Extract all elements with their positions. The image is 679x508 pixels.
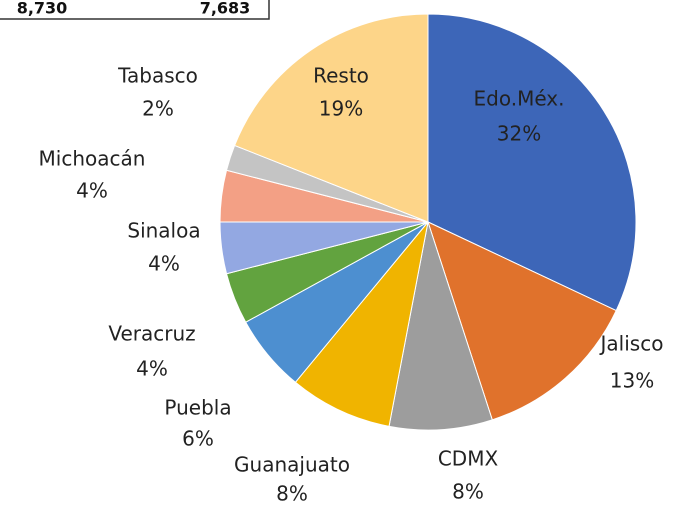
slice-value: 4%: [136, 357, 168, 381]
slice-value: 4%: [148, 252, 180, 276]
slice-label: Resto: [313, 64, 369, 88]
slice-value: 32%: [497, 122, 541, 146]
slice-value: 8%: [276, 482, 308, 506]
pie-slice: [233, 13, 429, 223]
pie-slice: [294, 221, 429, 427]
slice-value: 19%: [319, 97, 363, 121]
pie-slice: [388, 221, 493, 431]
slice-value: 2%: [142, 97, 174, 121]
slice-value: 4%: [76, 179, 108, 203]
table-cell: 7,683: [200, 0, 251, 18]
slice-value: 6%: [182, 427, 214, 451]
slice-label: Sinaloa: [127, 219, 200, 243]
slice-label: CDMX: [438, 447, 499, 471]
slice-label: Veracruz: [108, 322, 195, 346]
slice-label: Jalisco: [599, 332, 664, 356]
pie-slice: [427, 13, 637, 312]
slice-label: Guanajuato: [234, 453, 350, 477]
slice-label: Puebla: [164, 396, 231, 420]
slice-value: 13%: [610, 369, 654, 393]
slice-value: 8%: [452, 480, 484, 504]
table-box: [0, 0, 270, 20]
pie-slice: [427, 221, 617, 421]
slice-label: Michoacán: [39, 147, 146, 171]
slice-label: Edo.Méx.: [474, 87, 565, 111]
slice-label: Tabasco: [117, 64, 198, 88]
table-cell: 8,730: [17, 0, 68, 18]
